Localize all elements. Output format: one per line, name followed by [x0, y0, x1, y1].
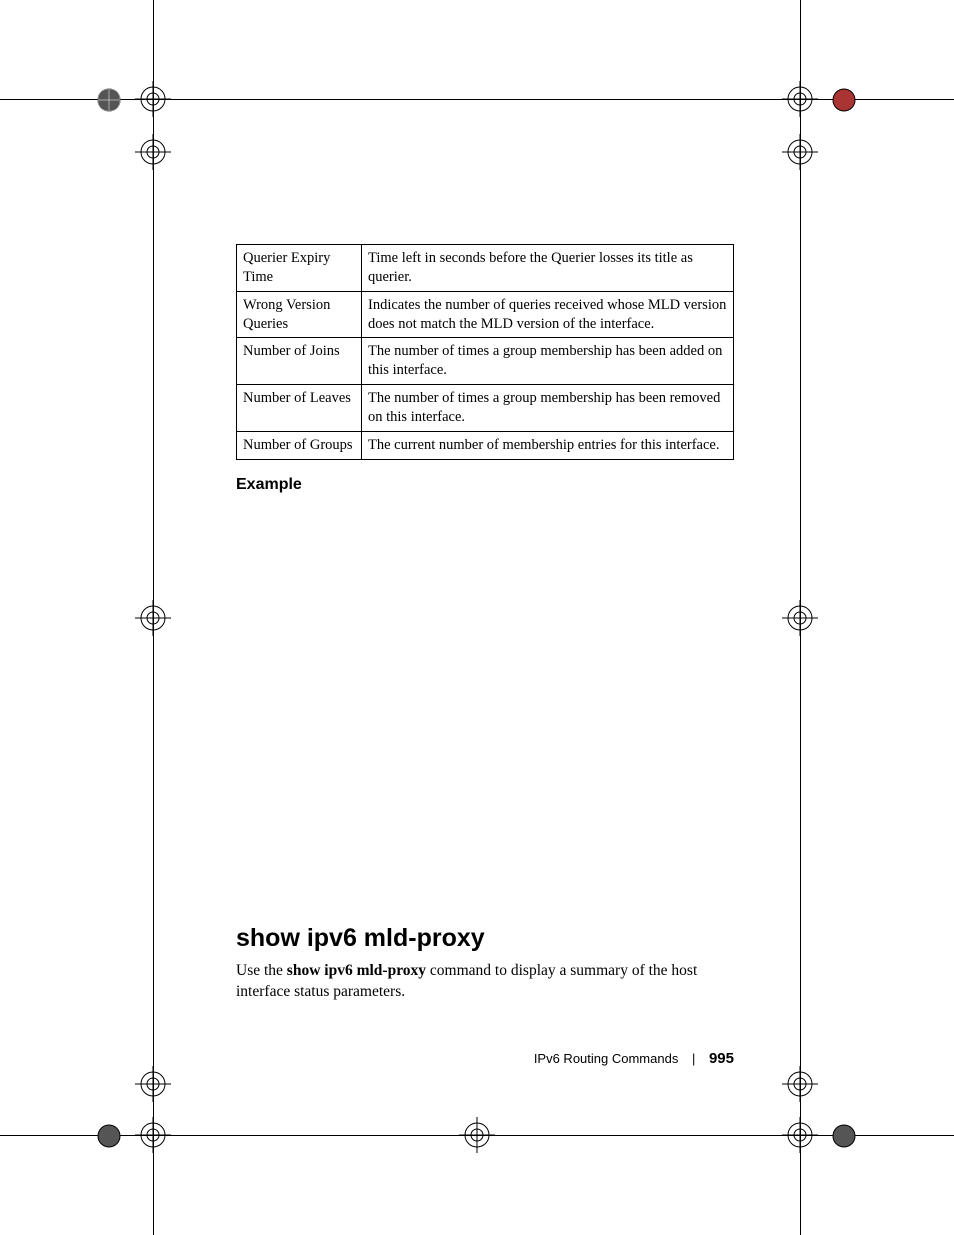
field-name: Querier Expiry Time — [237, 245, 362, 292]
table-row: Wrong Version Queries Indicates the numb… — [237, 291, 734, 338]
registration-mark-br-2 — [782, 1117, 818, 1153]
field-name: Number of Groups — [237, 431, 362, 459]
field-desc: Indicates the number of queries received… — [362, 291, 734, 338]
registration-mark-tl-1 — [135, 81, 171, 117]
field-name: Number of Joins — [237, 338, 362, 385]
footer-separator: | — [692, 1051, 695, 1066]
field-desc: Time left in seconds before the Querier … — [362, 245, 734, 292]
field-desc: The current number of membership entries… — [362, 431, 734, 459]
registration-mark-tl-2 — [135, 134, 171, 170]
registration-mark-bc — [459, 1117, 495, 1153]
registration-solid-tl — [97, 88, 121, 112]
registration-mark-tr-1 — [782, 81, 818, 117]
field-name: Wrong Version Queries — [237, 291, 362, 338]
table-row: Number of Leaves The number of times a g… — [237, 385, 734, 432]
registration-mark-bl-2 — [135, 1117, 171, 1153]
desc-prefix: Use the — [236, 962, 287, 979]
footer-section: IPv6 Routing Commands — [534, 1051, 679, 1066]
desc-bold: show ipv6 mld-proxy — [287, 962, 426, 979]
registration-solid-bl — [97, 1124, 121, 1148]
parameters-table: Querier Expiry Time Time left in seconds… — [236, 244, 734, 460]
table-row: Number of Joins The number of times a gr… — [237, 338, 734, 385]
page-footer: IPv6 Routing Commands | 995 — [534, 1050, 734, 1067]
table-row: Number of Groups The current number of m… — [237, 431, 734, 459]
registration-mark-ml — [135, 600, 171, 636]
footer-page-number: 995 — [709, 1050, 734, 1067]
field-desc: The number of times a group membership h… — [362, 338, 734, 385]
table-row: Querier Expiry Time Time left in seconds… — [237, 245, 734, 292]
registration-mark-bl-1 — [135, 1066, 171, 1102]
command-description: Use the show ipv6 mld-proxy command to d… — [236, 961, 734, 1003]
registration-solid-tr — [832, 88, 856, 112]
field-desc: The number of times a group membership h… — [362, 385, 734, 432]
command-title: show ipv6 mld-proxy — [236, 924, 734, 953]
registration-mark-br-1 — [782, 1066, 818, 1102]
field-name: Number of Leaves — [237, 385, 362, 432]
page-content: Querier Expiry Time Time left in seconds… — [236, 244, 734, 1002]
registration-solid-br — [832, 1124, 856, 1148]
registration-mark-mr — [782, 600, 818, 636]
example-heading: Example — [236, 476, 734, 494]
registration-mark-tr-2 — [782, 134, 818, 170]
